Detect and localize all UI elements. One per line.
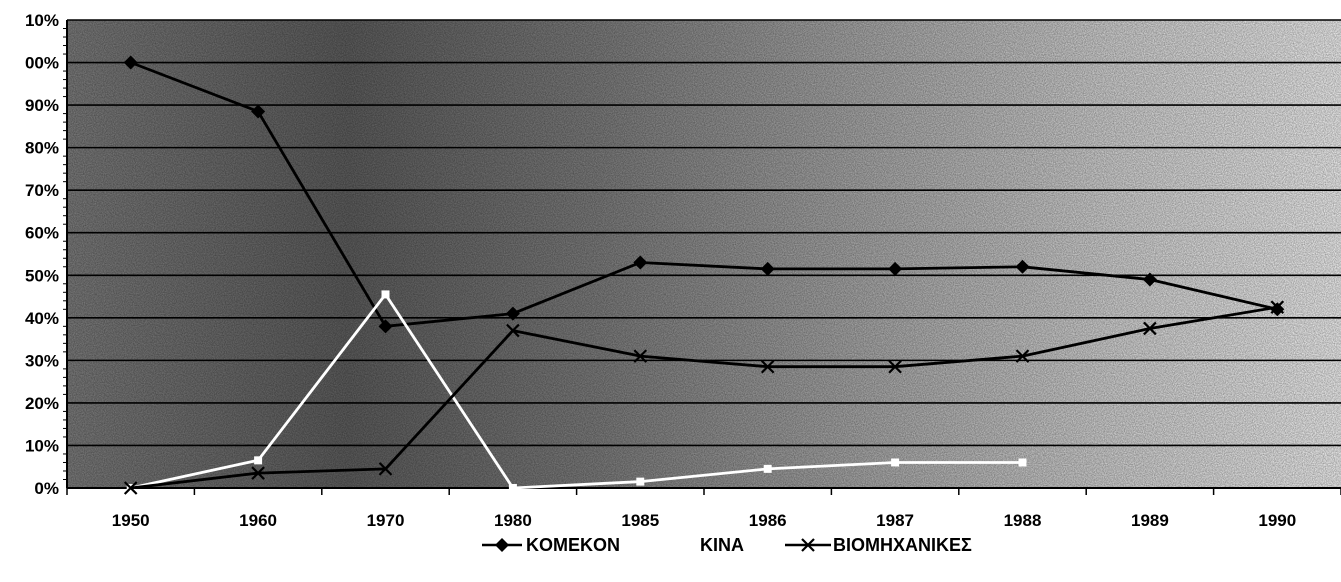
y-tick-label: 10% xyxy=(25,436,59,455)
x-tick-label: 1990 xyxy=(1258,511,1296,530)
series-line xyxy=(130,305,1278,490)
y-tick-label: 70% xyxy=(25,181,59,200)
axes: 0% 10% 20% 30% 40% 50% 60% 70% 80% 90% 00% 10% 1950 1… xyxy=(25,11,1341,530)
x-tick-label: 1985 xyxy=(621,511,659,530)
data-point xyxy=(888,359,902,374)
legend-label: KOMEKON xyxy=(526,535,620,555)
y-tick-label: 80% xyxy=(25,139,59,158)
legend-swatch-marker xyxy=(495,538,509,552)
data-point xyxy=(636,477,645,486)
y-tick-label: 00% xyxy=(25,54,59,73)
data-point xyxy=(633,255,648,270)
x-tick-label: 1987 xyxy=(876,511,914,530)
legend-label: KINA xyxy=(700,535,744,555)
data-point xyxy=(1270,300,1285,314)
data-point xyxy=(508,484,517,492)
y-tick-label: 20% xyxy=(25,394,59,413)
series-0 xyxy=(123,55,1285,334)
data-point xyxy=(378,319,393,334)
data-point xyxy=(251,466,265,480)
legend: KOMEKON KINA BIOMHXANIKEΣ xyxy=(482,535,972,555)
y-tick-label: 50% xyxy=(25,266,59,285)
x-tick-label: 1950 xyxy=(112,511,150,530)
legend-item-1: KINA xyxy=(700,535,744,555)
series-line xyxy=(130,293,1023,490)
x-tick-label: 1980 xyxy=(494,511,532,530)
data-point xyxy=(760,261,775,276)
data-point xyxy=(123,481,138,495)
x-tick-label: 1989 xyxy=(1131,511,1169,530)
series-2 xyxy=(123,300,1285,495)
y-tick-label: 0% xyxy=(34,479,59,498)
plot-area xyxy=(67,20,1341,488)
plot-grain xyxy=(67,20,1341,488)
x-tick-label: 1988 xyxy=(1004,511,1042,530)
legend-swatch-marker xyxy=(801,538,815,552)
series-layer xyxy=(123,55,1285,495)
data-point xyxy=(760,359,775,374)
data-point xyxy=(763,464,772,473)
data-point xyxy=(381,290,390,299)
legend-label: BIOMHXANIKEΣ xyxy=(833,535,972,555)
data-point xyxy=(1270,302,1285,317)
data-point xyxy=(1143,321,1157,336)
data-point xyxy=(254,456,263,465)
data-point xyxy=(1142,272,1157,287)
series-line xyxy=(130,61,1278,328)
data-point xyxy=(505,306,520,321)
y-tick-label: 90% xyxy=(25,96,59,115)
data-point xyxy=(506,323,520,338)
y-tick-label: 40% xyxy=(25,309,59,328)
data-point xyxy=(891,458,900,467)
data-point xyxy=(251,104,266,119)
x-tick-label: 1986 xyxy=(749,511,787,530)
data-point xyxy=(378,462,393,476)
legend-item-0: KOMEKON xyxy=(482,535,620,555)
data-point xyxy=(1018,458,1027,467)
data-point xyxy=(888,261,903,276)
y-tick-label: 10% xyxy=(25,11,59,30)
legend-item-2: BIOMHXANIKEΣ xyxy=(785,535,972,555)
data-point xyxy=(1015,349,1030,363)
x-tick-label: 1960 xyxy=(239,511,277,530)
y-tick-label: 60% xyxy=(25,224,59,243)
data-point xyxy=(123,55,138,70)
x-tick-label: 1970 xyxy=(367,511,405,530)
data-point xyxy=(1015,259,1030,274)
data-point xyxy=(633,349,648,363)
y-tick-label: 30% xyxy=(25,351,59,370)
